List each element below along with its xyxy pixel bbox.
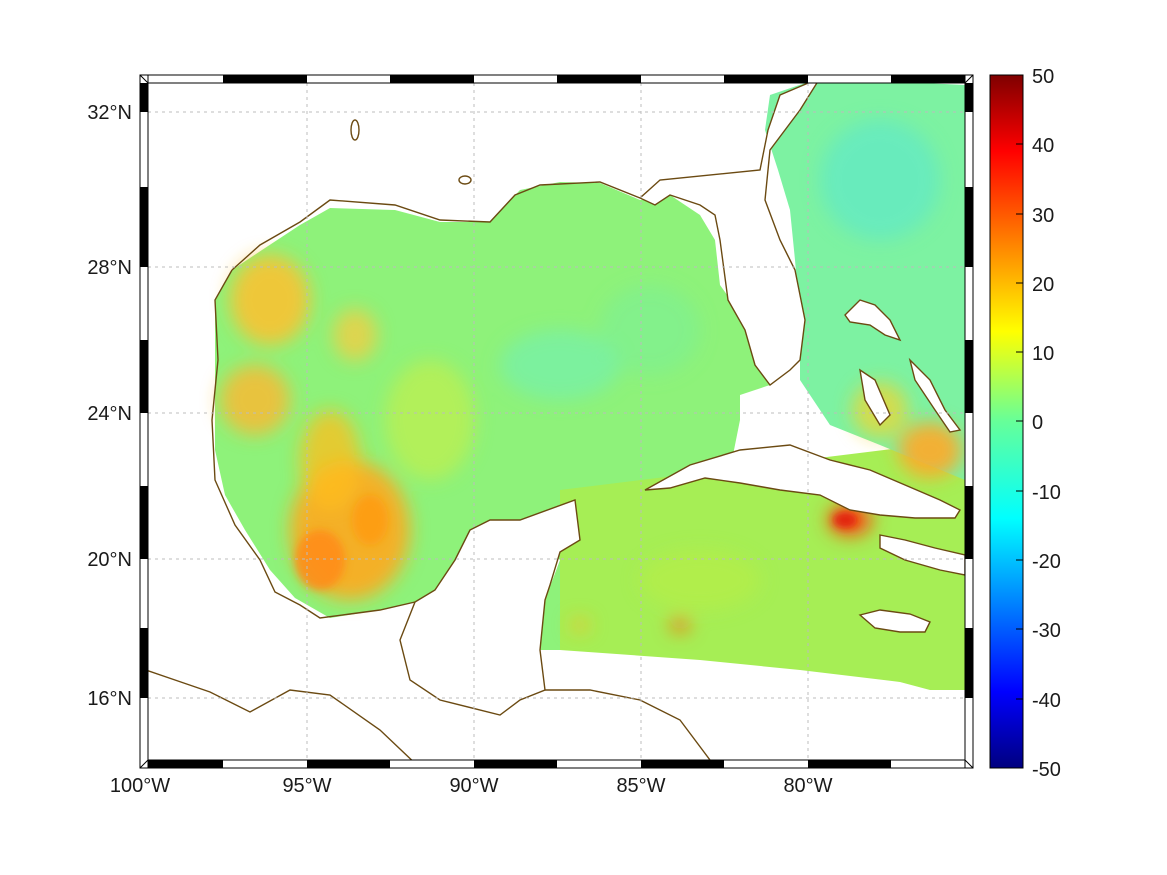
colorbar-label: 10: [1032, 343, 1054, 365]
lat-label: 32°N: [87, 102, 132, 124]
yucatan-land: [399, 499, 581, 716]
colorbar-label: 30: [1032, 205, 1054, 227]
honduras-coast: [545, 689, 711, 760]
colorbar-labels: 50 40 30 20 10 0 -10 -20 -30 -40 -50: [1032, 66, 1061, 781]
colorbar-label: 0: [1032, 412, 1043, 434]
lon-label: 90°W: [449, 775, 498, 797]
lat-label: 16°N: [87, 688, 132, 710]
islands: [350, 119, 360, 141]
data-field: [215, 83, 965, 690]
lon-label: 100°W: [110, 775, 170, 797]
lat-label: 28°N: [87, 257, 132, 279]
cuba-land: [644, 444, 962, 519]
colorbar-label: -20: [1032, 551, 1061, 573]
colorbar-label: 40: [1032, 135, 1054, 157]
islands-2: [458, 175, 472, 185]
bahamas-land-3: [908, 357, 962, 433]
lat-label: 24°N: [87, 403, 132, 425]
colorbar-label: -30: [1032, 620, 1061, 642]
lon-label: 80°W: [783, 775, 832, 797]
lon-label: 95°W: [282, 775, 331, 797]
coastlines: [148, 83, 965, 760]
colorbar-label: 20: [1032, 274, 1054, 296]
florida-land: [638, 83, 818, 386]
lon-labels: 100°W 95°W 90°W 85°W 80°W: [110, 775, 833, 797]
colorbar-label: 50: [1032, 66, 1054, 88]
us-coast: [231, 181, 641, 271]
colorbar-label: -10: [1032, 482, 1061, 504]
colorbar-label: -40: [1032, 690, 1061, 712]
colorbar-ticks: [1016, 143, 1023, 700]
jamaica-land: [858, 609, 931, 633]
hispaniola-land: [879, 534, 965, 576]
map-frame: [139, 74, 974, 769]
central-america-coast: [148, 670, 413, 760]
grid-lines: [148, 83, 965, 760]
lon-label: 85°W: [616, 775, 665, 797]
bahamas-land-2: [859, 368, 891, 427]
lat-labels: 32°N 28°N 24°N 20°N 16°N: [87, 102, 132, 710]
bahamas-land: [844, 299, 902, 342]
lat-label: 20°N: [87, 549, 132, 571]
mexico-coast: [211, 269, 416, 619]
colorbar-label: -50: [1032, 759, 1061, 781]
